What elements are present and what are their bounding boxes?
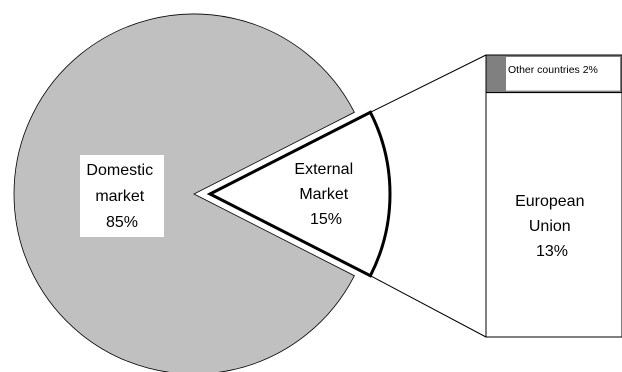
- other-countries-label: Other countries 2%: [508, 64, 598, 76]
- breakdown-bar: [485, 54, 622, 338]
- domestic-label-value: 85%: [106, 214, 138, 231]
- svg-text:External Market 15%: External Market 15%: [294, 161, 357, 228]
- svg-text:Domestic market 85%: Domestic market 85%: [86, 162, 157, 231]
- domestic-label-line-1: Domestic: [86, 162, 153, 179]
- pie-slice-external-market: [206, 110, 392, 278]
- connector-lines: [370, 54, 487, 338]
- domestic-label-line-2: market: [95, 188, 144, 205]
- pie-slice-domestic-market: [13, 13, 355, 372]
- connector-line-top: [370, 54, 487, 113]
- eu-label-value: 13%: [536, 243, 568, 260]
- other-countries-label-background: [506, 57, 620, 91]
- bar-segment-european-union: [485, 92, 622, 338]
- external-label-value: 15%: [310, 211, 342, 228]
- external-label-line-1: External: [294, 161, 353, 178]
- eu-label-line-2: Union: [529, 218, 571, 235]
- connector-line-bottom: [370, 275, 487, 338]
- external-label-line-2: Market: [299, 186, 348, 203]
- svg-text:European Union 13%: European Union 13%: [515, 193, 589, 260]
- domestic-label-background: [80, 155, 164, 237]
- eu-label-line-1: European: [515, 193, 584, 210]
- main-pie: [13, 13, 392, 372]
